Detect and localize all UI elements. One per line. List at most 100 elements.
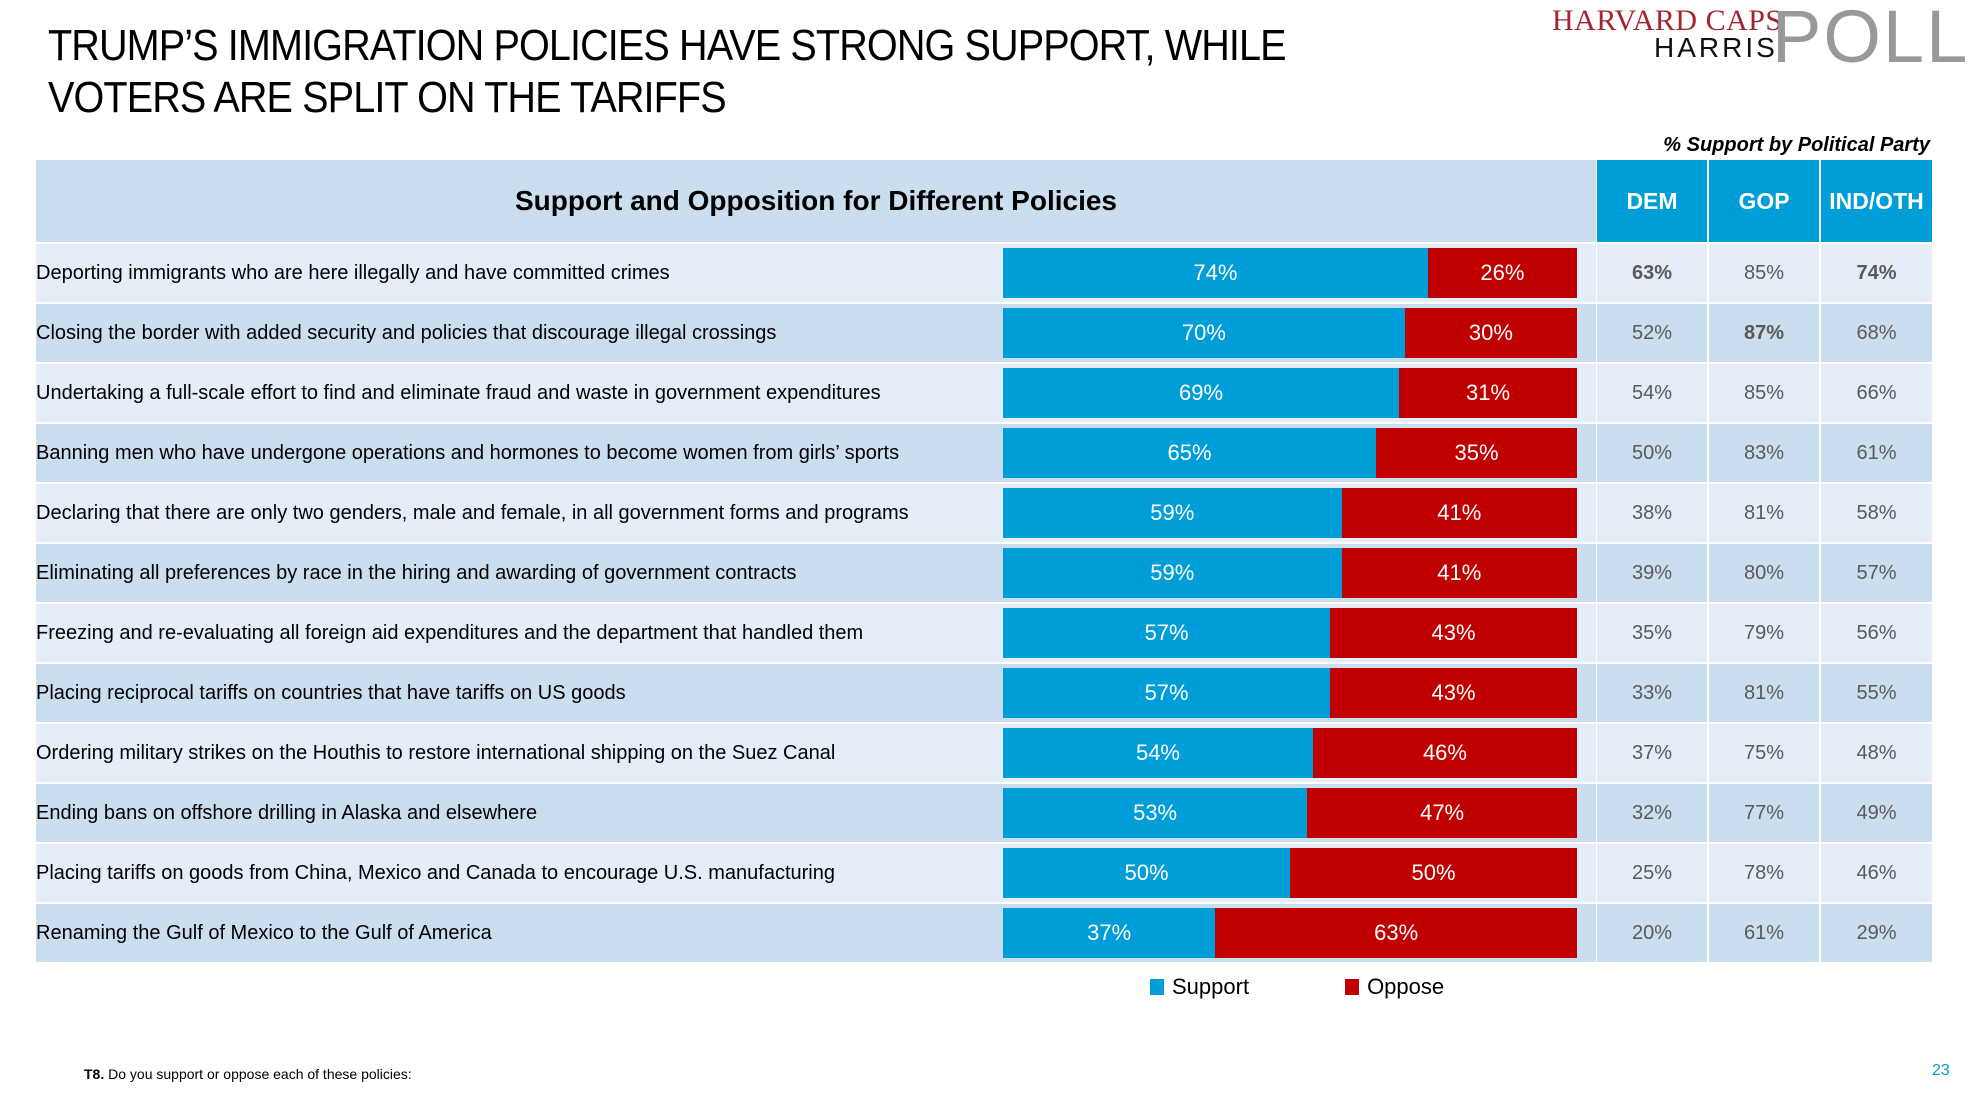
table-row: Placing tariffs on goods from China, Mex… xyxy=(36,844,1932,902)
party-support-ind-oth: 48% xyxy=(1821,724,1932,782)
policy-label: Banning men who have undergone operation… xyxy=(36,441,900,464)
oppose-bar: 41% xyxy=(1341,548,1577,598)
oppose-bar: 26% xyxy=(1427,248,1577,298)
support-bar: 69% xyxy=(1003,368,1400,418)
oppose-bar: 31% xyxy=(1399,368,1577,418)
policy-label: Ordering military strikes on the Houthis… xyxy=(36,741,836,764)
support-bar: 53% xyxy=(1003,788,1308,838)
policy-label: Declaring that there are only two gender… xyxy=(36,501,909,524)
oppose-bar: 46% xyxy=(1312,728,1577,778)
party-support-ind-oth: 58% xyxy=(1821,484,1932,542)
party-support-gop: 77% xyxy=(1709,784,1819,842)
table-row: Declaring that there are only two gender… xyxy=(36,484,1932,542)
column-header-gop: GOP xyxy=(1709,160,1819,242)
support-bar: 57% xyxy=(1003,608,1331,658)
support-data-label: 59% xyxy=(1150,500,1195,525)
slide-title: TRUMP’S IMMIGRATION POLICIES HAVE STRONG… xyxy=(48,20,1308,124)
table-row: Freezing and re-evaluating all foreign a… xyxy=(36,604,1932,662)
support-bar: 70% xyxy=(1003,308,1405,358)
support-data-label: 57% xyxy=(1144,680,1189,705)
support-data-label: 70% xyxy=(1181,320,1226,345)
legend-item-support: Support xyxy=(1150,974,1249,1000)
oppose-bar: 50% xyxy=(1290,848,1577,898)
oppose-data-label: 41% xyxy=(1437,560,1482,585)
support-data-label: 54% xyxy=(1135,740,1180,765)
table-row: Placing reciprocal tariffs on countries … xyxy=(36,664,1932,722)
party-support-ind-oth: 56% xyxy=(1821,604,1932,662)
table-row: Banning men who have undergone operation… xyxy=(36,424,1932,482)
party-support-ind-oth: 68% xyxy=(1821,304,1932,362)
oppose-bar: 41% xyxy=(1341,488,1577,538)
party-support-dem: 54% xyxy=(1597,364,1707,422)
party-support-gop: 81% xyxy=(1709,664,1819,722)
oppose-data-label: 30% xyxy=(1468,320,1513,345)
support-data-label: 74% xyxy=(1193,260,1238,285)
question-footnote: T8. Do you support or oppose each of the… xyxy=(84,1066,412,1082)
table-row: Deporting immigrants who are here illega… xyxy=(36,244,1932,302)
oppose-data-label: 26% xyxy=(1480,260,1525,285)
support-bar: 59% xyxy=(1003,488,1342,538)
support-bar: 37% xyxy=(1003,908,1216,958)
party-support-ind-oth: 66% xyxy=(1821,364,1932,422)
party-support-gop: 61% xyxy=(1709,904,1819,962)
party-support-dem: 25% xyxy=(1597,844,1707,902)
table-row: Ending bans on offshore drilling in Alas… xyxy=(36,784,1932,842)
logo-poll: POLL xyxy=(1772,0,1968,78)
slide-title-line-1: TRUMP’S IMMIGRATION POLICIES HAVE STRONG… xyxy=(48,21,1287,70)
policy-label: Placing reciprocal tariffs on countries … xyxy=(36,681,626,704)
oppose-bar: 47% xyxy=(1307,788,1577,838)
party-support-ind-oth: 57% xyxy=(1821,544,1932,602)
logo-harvard-caps: HARVARD CAPS xyxy=(1552,4,1783,37)
policy-label: Eliminating all preferences by race in t… xyxy=(36,561,797,584)
party-support-ind-oth: 46% xyxy=(1821,844,1932,902)
question-text: Do you support or oppose each of these p… xyxy=(104,1066,412,1082)
support-bar: 59% xyxy=(1003,548,1342,598)
party-support-dem: 50% xyxy=(1597,424,1707,482)
party-support-ind-oth: 29% xyxy=(1821,904,1932,962)
support-bar: 54% xyxy=(1003,728,1313,778)
party-support-dem: 33% xyxy=(1597,664,1707,722)
party-support-dem: 52% xyxy=(1597,304,1707,362)
support-data-label: 37% xyxy=(1087,920,1132,945)
party-support-dem: 35% xyxy=(1597,604,1707,662)
support-bar: 65% xyxy=(1003,428,1377,478)
support-data-label: 50% xyxy=(1124,860,1169,885)
party-support-ind-oth: 55% xyxy=(1821,664,1932,722)
party-support-gop: 85% xyxy=(1709,244,1819,302)
party-support-gop: 78% xyxy=(1709,844,1819,902)
party-support-gop: 87% xyxy=(1709,304,1819,362)
table-row: Eliminating all preferences by race in t… xyxy=(36,544,1932,602)
oppose-bar: 43% xyxy=(1330,668,1577,718)
column-header-dem: DEM xyxy=(1597,160,1707,242)
slide-title-line-2: VOTERS ARE SPLIT ON THE TARIFFS xyxy=(48,73,727,122)
table-row: Renaming the Gulf of Mexico to the Gulf … xyxy=(36,904,1932,962)
oppose-bar: 30% xyxy=(1404,308,1577,358)
oppose-data-label: 43% xyxy=(1431,620,1476,645)
party-support-gop: 85% xyxy=(1709,364,1819,422)
party-support-dem: 32% xyxy=(1597,784,1707,842)
table-row: Undertaking a full-scale effort to find … xyxy=(36,364,1932,422)
party-support-dem: 20% xyxy=(1597,904,1707,962)
policy-label: Ending bans on offshore drilling in Alas… xyxy=(36,801,538,824)
oppose-data-label: 50% xyxy=(1411,860,1456,885)
oppose-bar: 35% xyxy=(1376,428,1577,478)
party-support-ind-oth: 74% xyxy=(1821,244,1932,302)
page-number: 23 xyxy=(1932,1062,1950,1079)
support-data-label: 65% xyxy=(1167,440,1212,465)
party-support-gop: 80% xyxy=(1709,544,1819,602)
party-support-caption: % Support by Political Party xyxy=(1663,134,1930,156)
oppose-data-label: 31% xyxy=(1465,380,1511,405)
policy-label: Deporting immigrants who are here illega… xyxy=(36,261,670,284)
policy-label: Undertaking a full-scale effort to find … xyxy=(36,381,881,404)
oppose-data-label: 47% xyxy=(1420,800,1465,825)
party-support-ind-oth: 49% xyxy=(1821,784,1932,842)
table-header: Support and Opposition for Different Pol… xyxy=(36,160,1596,242)
oppose-bar: 43% xyxy=(1330,608,1577,658)
party-support-gop: 79% xyxy=(1709,604,1819,662)
support-data-label: 59% xyxy=(1150,560,1195,585)
support-bar: 50% xyxy=(1003,848,1290,898)
oppose-data-label: 41% xyxy=(1437,500,1482,525)
party-support-dem: 37% xyxy=(1597,724,1707,782)
chart-legend: Support Oppose xyxy=(1150,974,1540,1000)
oppose-data-label: 63% xyxy=(1374,920,1419,945)
